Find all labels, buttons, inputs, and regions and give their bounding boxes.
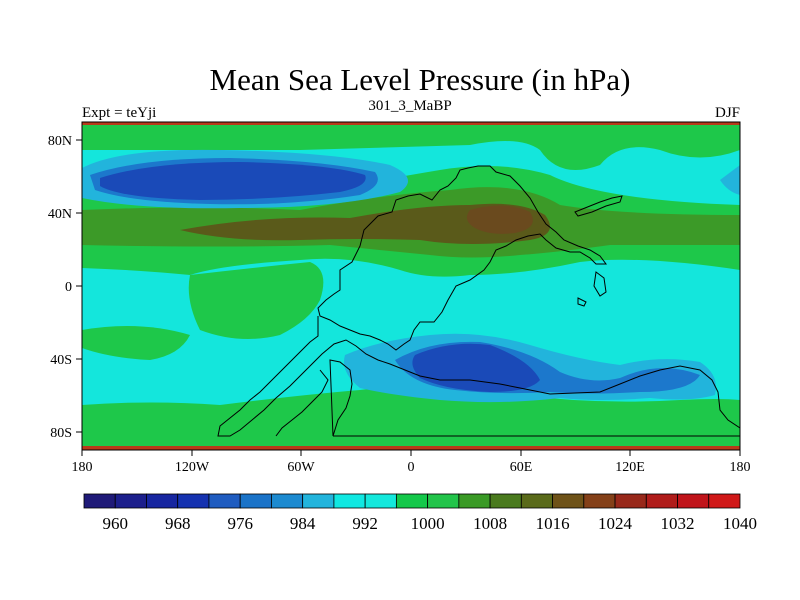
colorbar-swatch — [271, 493, 304, 509]
colorbar-label: 1016 — [536, 514, 570, 533]
x-tick-label: 120W — [175, 460, 210, 475]
colorbar-swatch — [333, 493, 366, 509]
y-tick-label: 0 — [65, 280, 72, 295]
colorbar-swatch — [677, 493, 710, 509]
south-midlat-green — [82, 386, 740, 446]
north-high-core — [466, 205, 533, 234]
colorbar-labels: 960 968 976 984 992 1000 1008 1016 1024 1032 1040 — [102, 514, 757, 533]
colorbar-swatch — [83, 493, 116, 509]
colorbar-label: 1040 — [723, 514, 757, 533]
y-tick-label: 40N — [48, 207, 72, 222]
y-tick-label: 40S — [50, 353, 72, 368]
colorbar-swatch — [395, 493, 429, 509]
colorbar-label: 968 — [165, 514, 191, 533]
colorbar-label: 960 — [102, 514, 128, 533]
experiment-label: Expt = teYji — [82, 105, 156, 121]
colorbar-swatch — [489, 493, 522, 509]
north-pole-band — [82, 122, 740, 125]
x-tick-label: 180 — [72, 460, 93, 475]
colorbar-label: 1008 — [473, 514, 507, 533]
colorbar-label: 992 — [352, 514, 378, 533]
coastlines — [217, 165, 740, 437]
colorbar-swatch — [427, 493, 460, 509]
colorbar-swatch — [239, 493, 272, 509]
y-tick-label: 80N — [48, 134, 72, 149]
colorbar — [83, 493, 741, 509]
season-label: DJF — [715, 105, 740, 121]
x-tick-label: 60W — [287, 460, 315, 475]
colorbar-swatch — [208, 493, 241, 509]
east-edge-low — [720, 165, 740, 195]
colorbar-swatch — [114, 493, 147, 509]
x-tick-label: 0 — [408, 460, 415, 475]
colorbar-swatch — [458, 493, 491, 509]
colorbar-swatch — [520, 493, 553, 509]
colorbar-label: 1024 — [598, 514, 633, 533]
pressure-field — [82, 122, 740, 450]
colorbar-swatch — [302, 493, 335, 509]
colorbar-swatch — [177, 493, 210, 509]
colorbar-swatch — [583, 493, 616, 509]
colorbar-label: 1000 — [411, 514, 445, 533]
period-label: 301_3_MaBP — [368, 98, 451, 114]
tropical-atlantic-green — [188, 262, 324, 339]
south-pole-band — [82, 446, 740, 450]
arctic-high-green — [82, 125, 740, 170]
tropical-pacific-green — [82, 326, 190, 360]
map-title: Mean Sea Level Pressure (in hPa) — [210, 62, 631, 97]
x-tick-label: 180 — [730, 460, 751, 475]
colorbar-label: 1032 — [661, 514, 695, 533]
north-ridge-brown — [180, 203, 550, 244]
colorbar-label: 984 — [290, 514, 316, 533]
colorbar-label: 976 — [227, 514, 253, 533]
y-tick-label: 80S — [50, 426, 72, 441]
x-tick-label: 120E — [615, 460, 645, 475]
north-pacific-low-core — [100, 162, 366, 200]
colorbar-swatch — [364, 493, 397, 509]
x-tick-label: 60E — [510, 460, 533, 475]
colorbar-swatch — [552, 493, 585, 509]
colorbar-swatch — [708, 493, 741, 509]
colorbar-swatch — [614, 493, 647, 509]
axis-tick-marks — [76, 139, 741, 456]
colorbar-swatch — [645, 493, 678, 509]
colorbar-swatch — [146, 493, 179, 509]
